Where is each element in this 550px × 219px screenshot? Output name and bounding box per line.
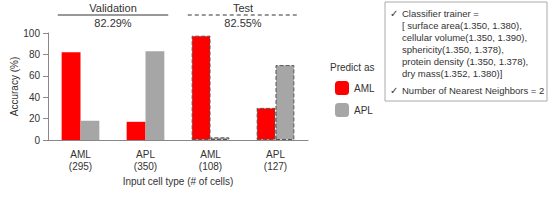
svg-text:80: 80 <box>29 49 41 60</box>
svg-text:APL: APL <box>266 149 285 160</box>
svg-text:sphericity(1.350, 1.378),: sphericity(1.350, 1.378), <box>402 44 504 55</box>
svg-text:Test: Test <box>233 2 253 14</box>
svg-text:APL: APL <box>136 149 155 160</box>
svg-text:Predict as: Predict as <box>330 62 374 73</box>
svg-text:82.55%: 82.55% <box>224 17 262 29</box>
svg-text:100: 100 <box>23 28 40 39</box>
svg-text:20: 20 <box>29 113 41 124</box>
svg-text:(295): (295) <box>69 161 92 172</box>
svg-text:Accuracy (%): Accuracy (%) <box>9 57 20 116</box>
svg-text:(108): (108) <box>199 161 222 172</box>
svg-text:APL: APL <box>354 105 373 116</box>
svg-text:AML: AML <box>200 149 221 160</box>
svg-text:[ surface area(1.350, 1.380),: [ surface area(1.350, 1.380), <box>402 20 522 31</box>
svg-text:Number of Nearest Neighbors =: Number of Nearest Neighbors = 2 <box>402 85 544 96</box>
svg-text:Classifier trainer =: Classifier trainer = <box>402 8 479 19</box>
svg-text:protein density (1.350, 1.378): protein density (1.350, 1.378), <box>402 56 528 67</box>
svg-text:✓: ✓ <box>390 85 398 96</box>
svg-text:60: 60 <box>29 70 41 81</box>
svg-text:cellular volume(1.350, 1.390),: cellular volume(1.350, 1.390), <box>402 32 527 43</box>
svg-text:82.29%: 82.29% <box>94 17 132 29</box>
svg-text:(127): (127) <box>264 161 287 172</box>
svg-text:dry mass(1.352, 1.380)]: dry mass(1.352, 1.380)] <box>402 68 502 79</box>
svg-text:0: 0 <box>34 135 40 146</box>
svg-text:40: 40 <box>29 92 41 103</box>
svg-text:(350): (350) <box>134 161 157 172</box>
svg-text:Input cell type (# of cells): Input cell type (# of cells) <box>123 176 234 187</box>
svg-text:✓: ✓ <box>390 8 398 19</box>
svg-text:AML: AML <box>70 149 91 160</box>
svg-text:Validation: Validation <box>89 2 137 14</box>
svg-text:AML: AML <box>354 83 375 94</box>
